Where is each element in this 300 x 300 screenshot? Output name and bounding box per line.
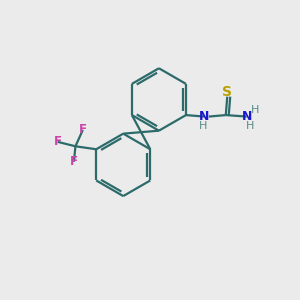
Text: F: F [70,155,78,168]
Text: H: H [246,122,254,131]
Text: F: F [79,123,87,136]
Text: H: H [251,105,259,115]
Text: N: N [199,110,210,123]
Text: H: H [199,121,207,131]
Text: F: F [54,135,61,148]
Text: S: S [222,85,232,99]
Text: N: N [242,110,252,123]
